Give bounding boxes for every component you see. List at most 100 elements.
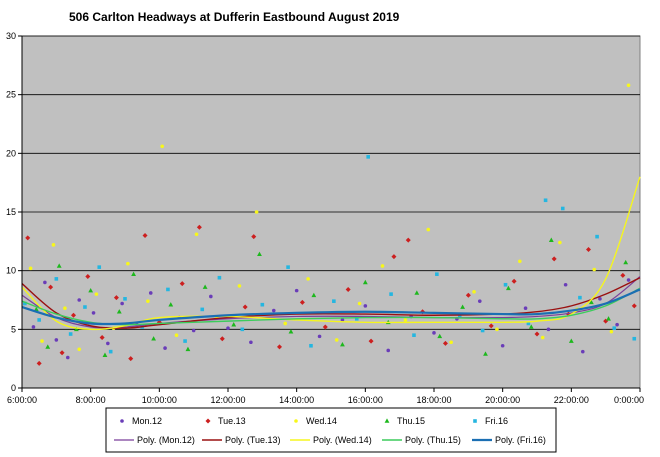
data-point xyxy=(51,243,56,247)
trendline-poly-tue-13 xyxy=(21,277,641,329)
legend-label: Fri.16 xyxy=(485,416,508,426)
data-point xyxy=(294,288,299,293)
data-point xyxy=(558,240,562,245)
data-point xyxy=(249,340,253,345)
data-point xyxy=(183,339,187,343)
x-tick-label: 16:00:00 xyxy=(348,395,383,405)
data-point xyxy=(362,279,368,285)
x-tick-label: 8:00:00 xyxy=(76,395,106,405)
legend-item: Mon.12 xyxy=(120,416,162,426)
data-point xyxy=(595,234,599,239)
legend-item: Poly. (Tue.13) xyxy=(202,435,281,445)
legend-item: Poly. (Mon.12) xyxy=(114,435,195,445)
trendline-poly-fri-16 xyxy=(21,288,641,326)
data-point xyxy=(260,302,265,307)
data-point xyxy=(340,318,345,322)
data-point xyxy=(449,340,453,345)
data-point xyxy=(77,347,82,352)
data-point xyxy=(623,259,629,265)
data-point xyxy=(403,318,408,322)
data-point xyxy=(414,290,420,295)
data-point xyxy=(526,321,531,326)
data-point xyxy=(146,299,150,303)
data-point xyxy=(626,278,631,282)
x-tick-label: 22:00:00 xyxy=(554,395,589,405)
data-point xyxy=(126,261,130,266)
data-point xyxy=(366,155,370,159)
data-point xyxy=(563,282,568,287)
data-point xyxy=(116,309,122,314)
data-point xyxy=(43,280,47,285)
data-point xyxy=(435,272,439,276)
data-point xyxy=(63,306,67,311)
legend-label: Thu.15 xyxy=(397,416,425,426)
legend: Mon.12 Tue.13 Wed.14 Thu.15 Fri.16 Poly. (Mon… xyxy=(114,416,546,445)
data-point xyxy=(231,322,237,327)
legend-item: Tue.13 xyxy=(205,416,246,426)
data-point xyxy=(306,277,310,281)
data-point xyxy=(612,326,617,330)
data-point xyxy=(551,256,557,262)
data-point xyxy=(163,346,167,350)
data-point xyxy=(460,304,466,309)
data-point xyxy=(437,333,443,339)
data-point xyxy=(540,335,545,340)
data-point xyxy=(334,338,339,342)
data-point xyxy=(609,329,614,334)
data-point xyxy=(120,301,124,306)
data-point xyxy=(632,336,637,341)
data-point xyxy=(386,348,391,353)
legend-label: Poly. (Wed.14) xyxy=(313,435,372,445)
data-point xyxy=(472,289,476,294)
data-point xyxy=(202,284,208,289)
data-point xyxy=(251,234,257,240)
data-point xyxy=(59,350,65,356)
legend-marker xyxy=(120,419,124,423)
data-point xyxy=(543,198,548,203)
data-point xyxy=(108,349,113,354)
legend-label: Poly. (Tue.13) xyxy=(225,435,281,445)
data-point xyxy=(299,299,305,305)
data-point xyxy=(357,301,362,306)
data-point xyxy=(477,299,482,303)
data-point xyxy=(65,355,70,360)
legend-label: Poly. (Fri.16) xyxy=(495,435,546,445)
data-point xyxy=(432,331,436,335)
y-tick-label: 15 xyxy=(6,207,16,217)
data-point xyxy=(580,349,585,354)
data-point xyxy=(40,339,44,343)
x-tick-label: 12:00:00 xyxy=(210,395,245,405)
data-point xyxy=(534,331,540,337)
x-tick-label: 6:00:00 xyxy=(7,395,37,405)
data-point xyxy=(322,324,328,330)
data-point xyxy=(240,327,245,332)
data-point xyxy=(288,329,294,334)
data-point xyxy=(28,266,33,271)
data-point xyxy=(615,322,619,327)
x-tick-label: 14:00:00 xyxy=(279,395,314,405)
x-axis-ticks: 6:00:00 8:00:00 10:00:00 12:00:00 14:00:00 16… xyxy=(7,388,644,405)
legend-item: Poly. (Fri.16) xyxy=(472,435,546,445)
data-point xyxy=(523,306,528,311)
legend-box xyxy=(105,407,557,453)
y-tick-label: 5 xyxy=(11,324,16,334)
data-point xyxy=(548,237,554,242)
x-tick-label: 10:00:00 xyxy=(142,395,177,405)
data-point xyxy=(94,292,99,296)
data-point xyxy=(511,278,517,284)
data-point xyxy=(578,295,582,300)
y-axis-ticks: 0 5 10 15 20 25 30 xyxy=(6,31,22,393)
data-point xyxy=(174,333,179,338)
legend-marker xyxy=(473,419,477,423)
data-point xyxy=(598,297,602,301)
data-point xyxy=(68,332,73,336)
y-tick-label: 20 xyxy=(6,148,16,158)
data-point xyxy=(54,277,59,281)
legend-marker xyxy=(205,418,211,424)
data-point xyxy=(389,292,393,296)
data-point xyxy=(363,304,368,308)
data-point xyxy=(151,336,157,341)
data-point xyxy=(33,306,39,312)
legend-label: Mon.12 xyxy=(132,416,162,426)
